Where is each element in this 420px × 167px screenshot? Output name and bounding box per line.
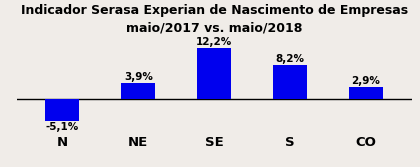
Text: 2,9%: 2,9% (352, 76, 381, 86)
Text: 8,2%: 8,2% (276, 54, 304, 64)
Text: NE: NE (128, 136, 148, 149)
Text: SE: SE (205, 136, 223, 149)
Text: S: S (285, 136, 295, 149)
Bar (273, 65, 307, 99)
Text: -5,1%: -5,1% (46, 122, 79, 132)
Bar (121, 83, 155, 99)
Title: Indicador Serasa Experian de Nascimento de Empresas
maio/2017 vs. maio/2018: Indicador Serasa Experian de Nascimento … (21, 4, 408, 34)
Bar (349, 87, 383, 99)
Text: CO: CO (356, 136, 376, 149)
Text: 3,9%: 3,9% (124, 72, 153, 82)
Bar (197, 48, 231, 99)
Text: 12,2%: 12,2% (196, 37, 232, 47)
Bar (45, 99, 79, 121)
Text: N: N (57, 136, 68, 149)
